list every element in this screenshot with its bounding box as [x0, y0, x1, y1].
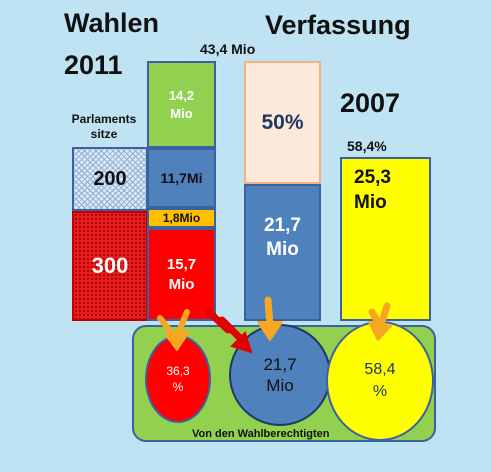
bar-orange-text: 1,8Mio [162, 211, 201, 225]
arrow-orange-right-icon [368, 302, 392, 341]
constitution-top: 50% [244, 61, 321, 184]
circle-yellow-text: 58,4 % [364, 361, 396, 400]
arrow-orange-left-icon [157, 309, 190, 351]
bar-green: 14,2 Mio [147, 61, 216, 148]
circle-red-text: 36,3 % [166, 364, 190, 394]
yellow-bar: 25,3 Mio [340, 157, 431, 321]
parliament-seats-300: 300 [72, 211, 148, 321]
seats-200-text: 200 [93, 167, 127, 190]
constitution-bottom: 21,7 Mio [244, 184, 321, 321]
title-verfassung: Verfassung [265, 10, 411, 40]
circle-blue-text: 21,7 Mio [263, 355, 297, 395]
arrow-red-icon [205, 308, 253, 354]
parliament-label: Parlaments sitze [71, 112, 137, 141]
constitution-top-text: 50% [261, 110, 304, 134]
bar-red: 15,7 Mio [147, 228, 216, 321]
circle-yellow: 58,4 % [326, 321, 434, 441]
bar-blue-text: 11,7Mi [160, 170, 203, 186]
title-2007: 2007 [340, 88, 401, 118]
bar-blue: 11,7Mi [147, 148, 216, 208]
constitution-bottom-text: 21,7 Mio [264, 214, 301, 260]
title-wahlen: Wahlen [64, 8, 160, 38]
bar-green-text: 14,2 Mio [168, 87, 195, 121]
bar-orange: 1,8Mio [147, 208, 216, 228]
arrow-orange-middle-icon [257, 296, 283, 341]
yellow-bar-text: 25,3 Mio [354, 167, 391, 213]
seats-300-text: 300 [91, 253, 129, 278]
title-2011: 2011 [64, 50, 123, 80]
election-total-label: 43,4 Mio [200, 41, 256, 57]
footer-label: Von den Wahlberechtigten [192, 428, 330, 440]
bar-red-text: 15,7 Mio [166, 255, 197, 293]
year-2007-percent: 58,4% [347, 138, 387, 154]
